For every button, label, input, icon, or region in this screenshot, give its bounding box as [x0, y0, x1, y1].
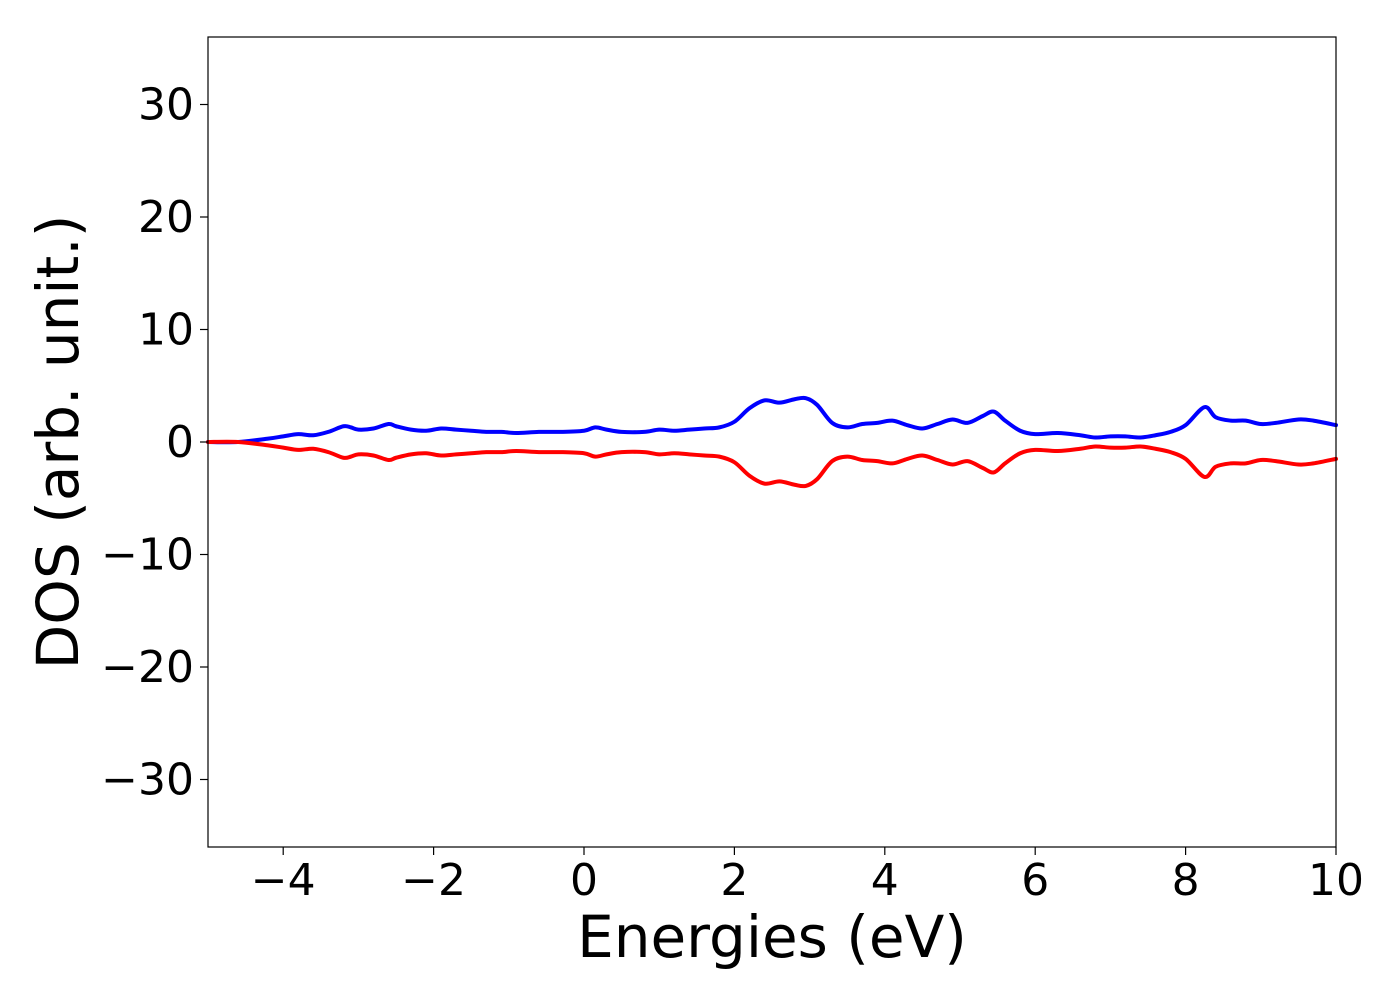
- series-layer: [206, 395, 1338, 489]
- x-tick-label: 10: [1308, 855, 1364, 906]
- x-axis-ticks: −4 −2 0 2 4 6 8 10: [251, 847, 1364, 906]
- x-tick-label: −4: [251, 855, 316, 906]
- y-axis-ticks: 30 20 10 0 −10 −20 −30: [101, 80, 208, 806]
- y-tick-label: 0: [166, 417, 194, 468]
- y-tick-label: −10: [101, 530, 194, 581]
- x-tick-label: 4: [871, 855, 899, 906]
- y-tick-label: 30: [138, 80, 194, 131]
- y-tick-label: 10: [138, 305, 194, 356]
- x-tick-label: 6: [1021, 855, 1049, 906]
- y-tick-label: 20: [138, 192, 194, 243]
- series-line-spin-up: [206, 395, 1338, 445]
- series-line-spin-down: [206, 439, 1338, 489]
- x-tick-label: 2: [720, 855, 748, 906]
- x-axis-label: Energies (eV): [577, 903, 967, 971]
- y-tick-label: −30: [101, 755, 194, 806]
- y-tick-label: −20: [101, 642, 194, 693]
- x-tick-label: 0: [570, 855, 598, 906]
- x-tick-label: −2: [401, 855, 466, 906]
- x-tick-label: 8: [1172, 855, 1200, 906]
- y-axis-label: DOS (arb. unit.): [24, 215, 92, 670]
